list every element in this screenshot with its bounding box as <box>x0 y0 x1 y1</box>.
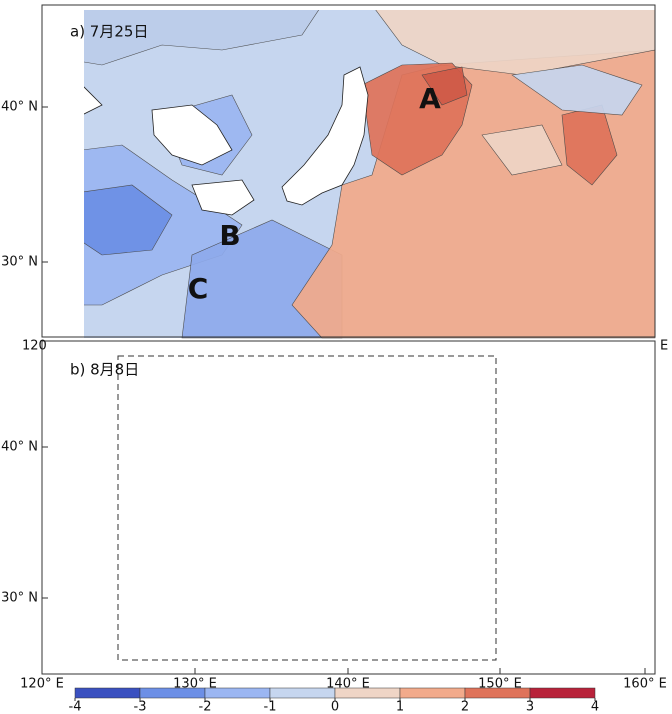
region-annotation: A <box>419 82 441 115</box>
lat-label: 30° N <box>1 591 38 606</box>
anomaly-region <box>42 341 342 431</box>
lon-label-fragment: 120 <box>22 339 47 354</box>
colorbar-tick-label: 1 <box>396 700 404 714</box>
lon-label-fragment: E <box>660 339 668 354</box>
map-background <box>42 341 655 674</box>
masked-sea <box>84 86 103 115</box>
lat-label: 30° N <box>1 255 38 270</box>
map-panel <box>42 341 655 674</box>
masked-sea <box>281 66 369 206</box>
masked-sea <box>42 411 102 461</box>
colorbar-segment <box>334 687 401 699</box>
colorbar-segment <box>74 687 141 699</box>
map-panel <box>84 10 656 339</box>
colorbar-segment <box>529 687 596 699</box>
region-annotation: B <box>219 219 240 252</box>
anomaly-region <box>242 341 655 601</box>
colorbar-tick-label: 3 <box>526 700 534 714</box>
panel-frame <box>41 4 656 338</box>
lon-label: 160° E <box>623 677 667 692</box>
masked-sea <box>282 403 368 541</box>
colorbar-tick-label: -3 <box>134 700 147 714</box>
colorbar-tick-label: 0 <box>331 700 339 714</box>
masked-sea <box>152 441 232 501</box>
anomaly-region <box>352 361 462 531</box>
panel-frame <box>41 340 656 675</box>
colorbar-segment <box>464 687 531 699</box>
panel-label: b) 8月8日 <box>70 361 139 379</box>
colorbar-segment <box>139 687 206 699</box>
focus-box <box>117 355 497 661</box>
anomaly-region <box>84 10 320 66</box>
anomaly-region <box>242 551 562 621</box>
anomaly-region <box>412 396 467 451</box>
colorbar-tick-label: 2 <box>461 700 469 714</box>
anomaly-region <box>421 66 468 106</box>
colorbar-tick-label: -1 <box>264 700 277 714</box>
masked-sea <box>192 516 254 551</box>
colorbar-tick-label: -4 <box>69 700 82 714</box>
masked-sea <box>151 104 233 166</box>
anomaly-region <box>42 421 192 581</box>
anomaly-region <box>481 124 563 176</box>
anomaly-region <box>42 571 655 674</box>
panel-label: a) 7月25日 <box>70 23 148 41</box>
anomaly-region <box>572 391 642 441</box>
masked-sea <box>191 179 255 216</box>
colorbar-segment <box>204 687 271 699</box>
colorbar-segment <box>269 687 336 699</box>
lon-label: 120° E <box>20 677 64 692</box>
lat-label: 40° N <box>1 440 38 455</box>
lat-label: 40° N <box>1 100 38 115</box>
anomaly-region <box>522 361 655 491</box>
region-annotation: C <box>188 272 209 305</box>
colorbar-tick-label: -2 <box>199 700 212 714</box>
colorbar-tick-label: 4 <box>591 700 599 714</box>
anomaly-region <box>84 184 173 256</box>
anomaly-region <box>511 64 643 116</box>
colorbar-segment <box>399 687 466 699</box>
